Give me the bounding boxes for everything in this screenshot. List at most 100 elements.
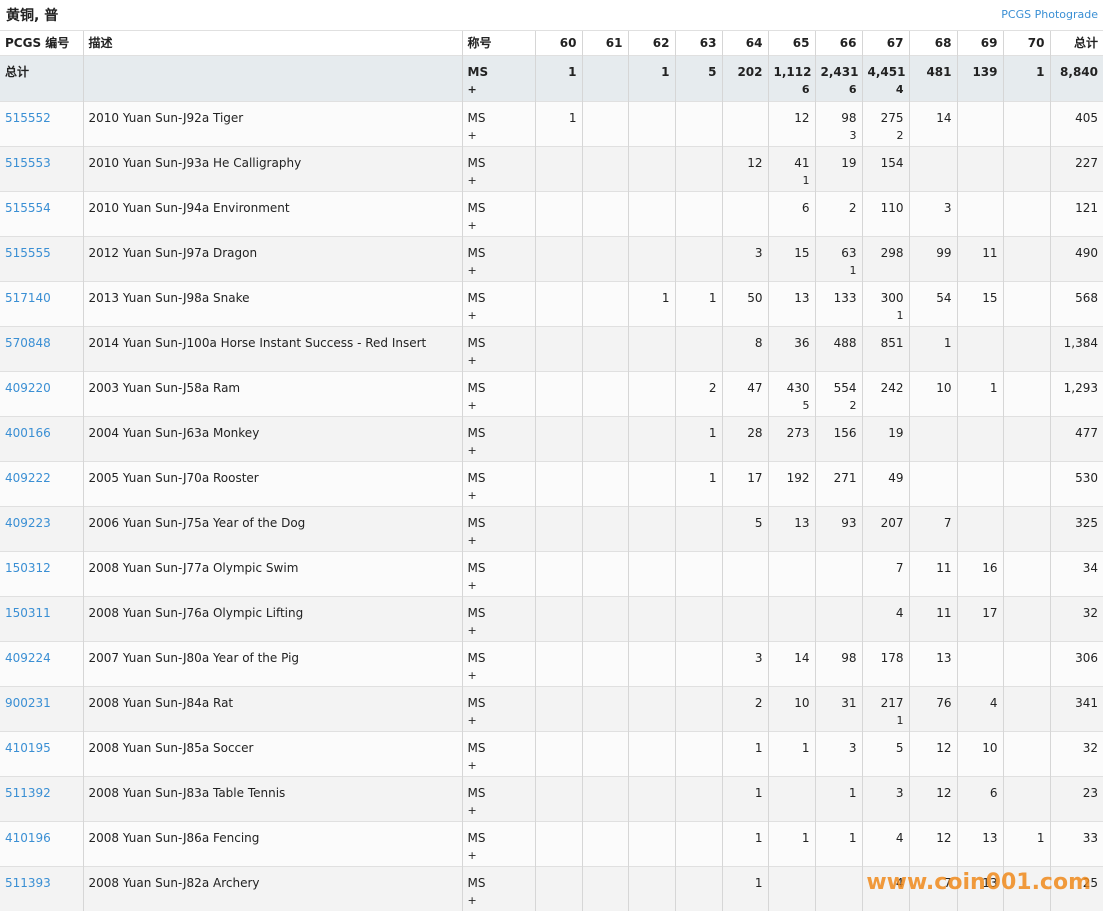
pcgs-link[interactable]: 515553	[5, 156, 51, 170]
grade-count-text: 14	[936, 111, 951, 125]
grade-count-text: 202	[737, 65, 762, 79]
pcgs-link[interactable]: 410196	[5, 831, 51, 845]
photograde-link[interactable]: PCGS Photograde	[1001, 8, 1098, 21]
row-total: 32	[1050, 597, 1103, 642]
grade-count	[582, 192, 628, 237]
designation-text: +	[468, 847, 530, 865]
row-total-text: 32	[1083, 606, 1098, 620]
grade-count	[722, 552, 768, 597]
pcgs-link[interactable]: 409223	[5, 516, 51, 530]
grade-count-text: 6	[990, 786, 998, 800]
pcgs-link[interactable]: 515555	[5, 246, 51, 260]
column-header: 70	[1003, 31, 1050, 56]
grade-count: 11	[957, 237, 1003, 282]
pcgs-link[interactable]: 517140	[5, 291, 51, 305]
grade-count	[815, 597, 862, 642]
grade-count: 12	[909, 732, 957, 777]
total-label: 总计	[0, 56, 83, 102]
pcgs-link[interactable]: 409222	[5, 471, 51, 485]
grade-count-text: 5	[896, 741, 904, 755]
grade-count-text: 12	[747, 156, 762, 170]
pcgs-link[interactable]: 515554	[5, 201, 51, 215]
designation-text: +	[468, 352, 530, 370]
designation-text: +	[468, 667, 530, 685]
row-total: 530	[1050, 462, 1103, 507]
grade-count	[1003, 192, 1050, 237]
grade-count-text: 430	[774, 379, 810, 397]
grade-count: 28	[722, 417, 768, 462]
grade-count	[535, 327, 582, 372]
row-total-text: 8,840	[1060, 65, 1098, 79]
grade-count: 110	[862, 192, 909, 237]
description: 2010 Yuan Sun-J93a He Calligraphy	[83, 147, 462, 192]
grade-count-text: 98	[841, 651, 856, 665]
row-total: 1,384	[1050, 327, 1103, 372]
grade-count	[582, 552, 628, 597]
pcgs-link[interactable]: 900231	[5, 696, 51, 710]
description-text: 2008 Yuan Sun-J84a Rat	[89, 696, 234, 710]
grade-count	[909, 462, 957, 507]
grade-count-text: 1	[709, 426, 717, 440]
pcgs-link[interactable]: 409224	[5, 651, 51, 665]
grade-count	[582, 417, 628, 462]
row-total: 306	[1050, 642, 1103, 687]
pcgs-link[interactable]: 515552	[5, 111, 51, 125]
pcgs-link[interactable]: 511393	[5, 876, 51, 890]
grade-count-text: 110	[881, 201, 904, 215]
designation: MS+	[462, 507, 535, 552]
pcgs-link[interactable]: 400166	[5, 426, 51, 440]
grade-count: 13	[909, 642, 957, 687]
grade-count-text: 139	[972, 65, 997, 79]
grade-count-text: 16	[982, 561, 997, 575]
designation-text: MS	[468, 649, 530, 667]
grade-count: 273	[768, 417, 815, 462]
grade-count: 13	[957, 822, 1003, 867]
column-header: 60	[535, 31, 582, 56]
grade-count-text: 273	[787, 426, 810, 440]
designation: MS+	[462, 552, 535, 597]
description: 2008 Yuan Sun-J85a Soccer	[83, 732, 462, 777]
grade-count	[535, 372, 582, 417]
grade-count: 156	[815, 417, 862, 462]
grade-count: 192	[768, 462, 815, 507]
designation-text: +	[468, 81, 530, 99]
grade-count	[675, 642, 722, 687]
pcgs-link[interactable]: 150311	[5, 606, 51, 620]
grade-count	[722, 597, 768, 642]
grade-count-text: 11	[936, 561, 951, 575]
designation-text: MS	[468, 784, 530, 802]
description-text: 2005 Yuan Sun-J70a Rooster	[89, 471, 259, 485]
pcgs-link[interactable]: 150312	[5, 561, 51, 575]
grade-count: 7	[909, 507, 957, 552]
grade-count: 11	[909, 597, 957, 642]
grade-count	[1003, 102, 1050, 147]
description-text: 2010 Yuan Sun-J92a Tiger	[89, 111, 244, 125]
pcgs-link[interactable]: 570848	[5, 336, 51, 350]
designation-text: MS	[468, 244, 530, 262]
grade-count	[675, 597, 722, 642]
pcgs-link[interactable]: 409220	[5, 381, 51, 395]
pcgs-link[interactable]: 511392	[5, 786, 51, 800]
column-header: 69	[957, 31, 1003, 56]
designation-text: +	[468, 307, 530, 325]
grade-count-text: 10	[982, 741, 997, 755]
description-text: 2010 Yuan Sun-J94a Environment	[89, 201, 290, 215]
pcgs-link[interactable]: 410195	[5, 741, 51, 755]
grade-count	[815, 552, 862, 597]
grade-count-text: 7	[896, 561, 904, 575]
grade-count-text: 50	[747, 291, 762, 305]
description: 2008 Yuan Sun-J77a Olympic Swim	[83, 552, 462, 597]
designation: MS+	[462, 732, 535, 777]
grade-count-text: 15	[982, 291, 997, 305]
grade-count	[628, 507, 675, 552]
grade-count-text: 1	[802, 831, 810, 845]
grade-count: 5	[722, 507, 768, 552]
